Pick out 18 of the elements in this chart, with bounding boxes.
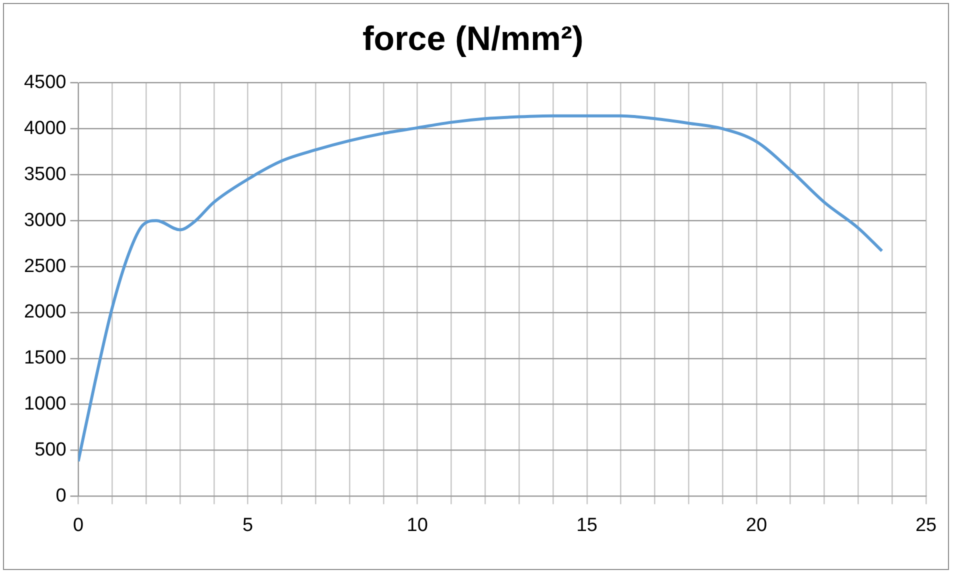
y-tick-label: 0 [56, 485, 66, 506]
y-tick-label: 4000 [24, 118, 66, 139]
x-tick-label: 25 [915, 514, 937, 536]
y-tick-label: 2500 [24, 256, 66, 277]
y-tick-label: 4500 [24, 72, 66, 94]
x-tick-label: 20 [746, 514, 768, 536]
x-tick-label: 0 [72, 514, 84, 536]
y-tick-label: 3000 [24, 210, 66, 231]
chart-title: force (N/mm²) [362, 20, 584, 58]
line-series [78, 114, 884, 463]
y-tick-label: 500 [34, 440, 66, 460]
y-tick-label: 2000 [24, 302, 66, 323]
y-tick-label: 1500 [24, 348, 66, 369]
x-tick-label: 5 [242, 514, 254, 536]
x-tick-label: 10 [406, 514, 428, 536]
x-tick-label: 15 [576, 514, 598, 536]
y-tick-label: 3500 [24, 164, 66, 185]
y-tick-label: 1000 [24, 394, 66, 415]
